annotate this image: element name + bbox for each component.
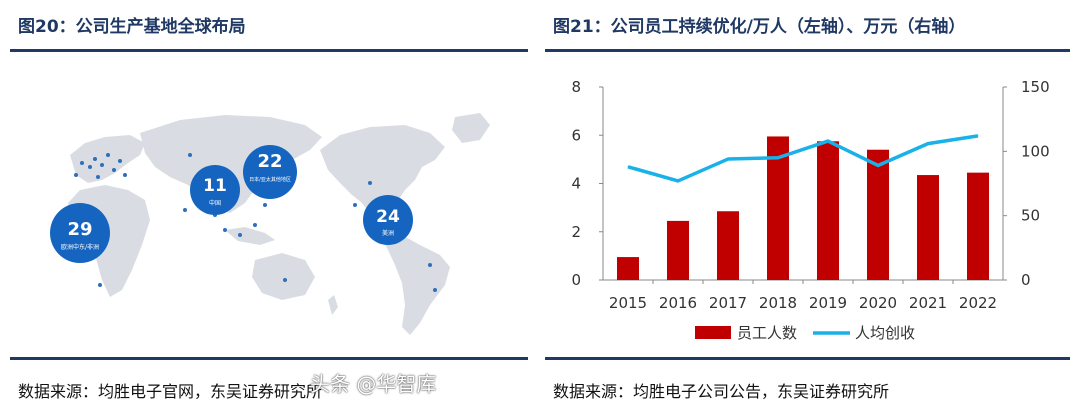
bubble-label-china: 中国 <box>209 199 221 207</box>
line-point-2016 <box>677 180 679 182</box>
map-panel: 图20：公司生产基地全球布局 <box>10 0 528 414</box>
site-marker <box>263 203 267 207</box>
site-marker <box>74 173 78 177</box>
x-tick-label: 2021 <box>909 294 947 312</box>
bubble-label-americas: 美洲 <box>382 229 394 237</box>
x-tick-label: 2016 <box>659 294 697 312</box>
site-marker <box>183 208 187 212</box>
bar-2015 <box>617 257 639 280</box>
line-point-2017 <box>727 158 729 160</box>
watermark: 头条 @华智库 <box>310 372 437 396</box>
site-marker <box>118 159 122 163</box>
bar-2022 <box>967 172 989 280</box>
map-panel-bottom-rule <box>10 357 528 360</box>
europe-shape <box>70 135 145 183</box>
region-bubble-americas: 24 美洲 <box>363 195 413 245</box>
y-right-tick-label: 0 <box>1021 271 1031 289</box>
y-left-tick-label: 4 <box>571 175 581 193</box>
land-masses <box>68 113 490 335</box>
map-panel-title: 图20：公司生产基地全球布局 <box>18 17 246 37</box>
site-marker <box>428 263 432 267</box>
line-point-2021 <box>927 143 929 145</box>
bubble-number-americas: 24 <box>376 207 400 227</box>
line-point-2020 <box>877 164 879 166</box>
line-point-2022 <box>977 135 979 137</box>
y-left-tick-label: 0 <box>571 271 581 289</box>
bubble-label-japan-apac: 日本/亚太其他地区 <box>249 176 291 183</box>
legend-label-bar: 员工人数 <box>737 324 797 342</box>
site-marker <box>106 153 110 157</box>
bubble-number-china: 11 <box>203 176 227 196</box>
site-marker <box>100 163 104 167</box>
y-right-tick-label: 100 <box>1021 142 1050 160</box>
employee-chart: 0 2 4 6 8 0 50 100 150 2015 2016 2017 2018 2019 2020 20… <box>545 55 1070 355</box>
line-point-2018 <box>777 157 779 159</box>
greenland-shape <box>452 113 490 143</box>
region-bubble-europe: 29 欧洲中东/非洲 <box>50 203 110 263</box>
bubble-number-japan-apac: 22 <box>257 151 282 172</box>
y-left-tick-label: 2 <box>571 223 581 241</box>
x-tick-label: 2015 <box>609 294 647 312</box>
site-marker <box>96 175 100 179</box>
site-marker <box>188 153 192 157</box>
bar-2020 <box>867 149 889 280</box>
map-panel-top-rule <box>10 49 528 52</box>
site-marker <box>80 161 84 165</box>
site-marker <box>93 157 97 161</box>
bar-2016 <box>667 220 689 280</box>
site-marker <box>353 203 357 207</box>
site-marker <box>433 288 437 292</box>
australia-shape <box>252 253 315 300</box>
chart-panel-bottom-rule <box>545 357 1070 360</box>
south-america-shape <box>370 215 450 335</box>
site-marker <box>98 283 102 287</box>
x-tick-label: 2017 <box>709 294 747 312</box>
chart-panel-source: 数据来源：均胜电子公司公告，东吴证券研究所 <box>553 382 890 401</box>
x-tick-label: 2022 <box>959 294 997 312</box>
site-markers <box>74 153 437 292</box>
legend-swatch-bar <box>695 326 731 339</box>
bubble-label-europe: 欧洲中东/非洲 <box>61 243 99 251</box>
region-bubble-china: 11 中国 <box>190 165 240 215</box>
site-marker <box>123 173 127 177</box>
map-panel-source: 数据来源：均胜电子官网，东吴证券研究所 <box>18 382 323 401</box>
x-tick-label: 2018 <box>759 294 797 312</box>
chart-panel-top-rule <box>545 49 1070 52</box>
y-left-tick-label: 6 <box>571 126 581 144</box>
north-america-shape <box>320 125 445 215</box>
chart-panel: 图21：公司员工持续优化/万人（左轴）、万元（右轴） 0 2 4 6 8 0 50 100 15… <box>545 0 1070 414</box>
bubble-number-europe: 29 <box>67 219 92 240</box>
x-tick-label: 2019 <box>809 294 847 312</box>
x-tick-label: 2020 <box>859 294 897 312</box>
new-zealand-shape <box>328 295 338 315</box>
bar-2021 <box>917 175 939 280</box>
site-marker <box>253 223 257 227</box>
site-marker <box>88 165 92 169</box>
y-left-tick-label: 8 <box>571 78 581 96</box>
site-marker <box>283 278 287 282</box>
site-marker <box>112 168 116 172</box>
site-marker <box>368 181 372 185</box>
line-point-2015 <box>627 166 629 168</box>
line-point-2019 <box>827 140 829 142</box>
indonesia-shape <box>225 227 275 245</box>
legend-label-line: 人均创收 <box>855 324 915 342</box>
site-marker <box>223 228 227 232</box>
world-map: 29 欧洲中东/非洲 11 中国 22 日本/亚太其他地区 24 美洲 <box>10 55 528 355</box>
asia-shape <box>140 115 322 213</box>
bar-2018 <box>767 136 789 280</box>
site-marker <box>238 233 242 237</box>
y-right-tick-label: 150 <box>1021 78 1050 96</box>
region-bubble-japan-apac: 22 日本/亚太其他地区 <box>243 145 297 199</box>
line-人均创收 <box>627 134 979 183</box>
y-right-tick-label: 50 <box>1021 207 1040 225</box>
bar-2019 <box>817 141 839 280</box>
bar-2017 <box>717 211 739 280</box>
chart-panel-title: 图21：公司员工持续优化/万人（左轴）、万元（右轴） <box>553 17 966 37</box>
